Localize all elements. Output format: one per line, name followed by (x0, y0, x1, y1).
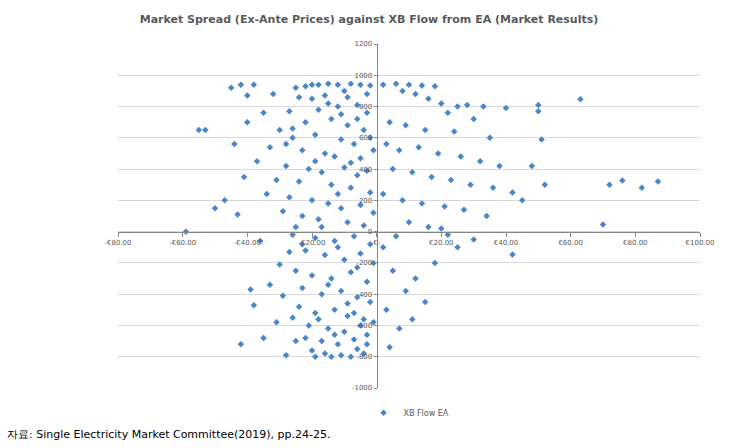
svg-text:€80.00: €80.00 (623, 239, 648, 247)
svg-text:-1000: -1000 (352, 384, 372, 392)
svg-text:0: 0 (368, 228, 372, 236)
svg-text:400: 400 (359, 166, 372, 174)
svg-text:-€60.00: -€60.00 (169, 239, 196, 247)
svg-text:자료: Single Electricity Market: 자료: Single Electricity Market Committee(… (7, 428, 331, 441)
svg-text:-600: -600 (356, 322, 372, 330)
svg-text:600: 600 (359, 134, 372, 142)
svg-text:€100.00: €100.00 (686, 239, 715, 247)
svg-text:-€40.00: -€40.00 (234, 239, 261, 247)
svg-text:€40.00: €40.00 (494, 239, 519, 247)
svg-text:1000: 1000 (354, 72, 372, 80)
svg-text:€-: €- (373, 239, 380, 247)
svg-text:200: 200 (359, 197, 372, 205)
svg-text:€60.00: €60.00 (558, 239, 583, 247)
svg-text:-€20.00: -€20.00 (298, 239, 325, 247)
svg-text:XB Flow EA: XB Flow EA (404, 409, 449, 418)
svg-text:1200: 1200 (354, 40, 372, 48)
svg-text:-200: -200 (356, 259, 372, 267)
svg-text:800: 800 (359, 103, 372, 111)
svg-text:-800: -800 (356, 353, 372, 361)
svg-text:-400: -400 (356, 291, 372, 299)
svg-text:€20.00: €20.00 (429, 239, 454, 247)
svg-text:-€80.00: -€80.00 (104, 239, 131, 247)
svg-text:Market Spread (Ex-Ante Prices): Market Spread (Ex-Ante Prices) against X… (140, 13, 599, 26)
